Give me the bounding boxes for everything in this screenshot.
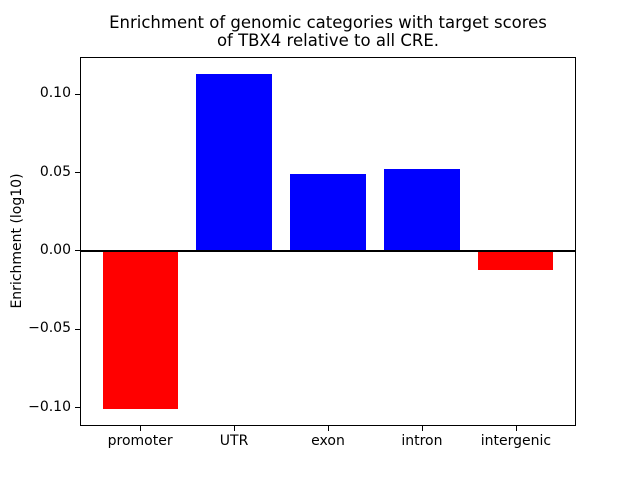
x-tick-mark	[140, 426, 142, 431]
y-tick-mark	[75, 250, 80, 252]
plot-area	[80, 57, 576, 426]
x-tick-label-promoter: promoter	[107, 433, 173, 449]
y-tick-mark	[75, 172, 80, 174]
y-tick-label: 0.00	[39, 241, 71, 258]
bar-promoter	[102, 250, 178, 410]
bar-exon	[290, 174, 366, 251]
x-tick-label-UTR: UTR	[219, 433, 249, 449]
y-tick-mark	[75, 407, 80, 409]
bar-intergenic	[478, 250, 554, 270]
zero-line	[81, 249, 575, 252]
y-tick-mark	[75, 328, 80, 330]
y-tick-label: 0.05	[39, 163, 71, 180]
x-tick-label-intergenic: intergenic	[480, 433, 552, 449]
y-tick-label: −0.05	[28, 320, 71, 337]
y-tick-label: 0.10	[39, 85, 71, 102]
bar-UTR	[196, 73, 272, 251]
chart-title: Enrichment of genomic categories with ta…	[109, 13, 547, 50]
y-tick-label: −0.10	[28, 398, 71, 415]
x-tick-label-intron: intron	[401, 433, 443, 449]
x-tick-mark	[421, 426, 423, 431]
x-tick-mark	[234, 426, 236, 431]
x-tick-label-exon: exon	[311, 433, 345, 449]
y-tick-mark	[75, 93, 80, 95]
x-tick-mark	[328, 426, 329, 431]
x-tick-mark	[515, 426, 517, 431]
bar-intron	[384, 169, 460, 251]
